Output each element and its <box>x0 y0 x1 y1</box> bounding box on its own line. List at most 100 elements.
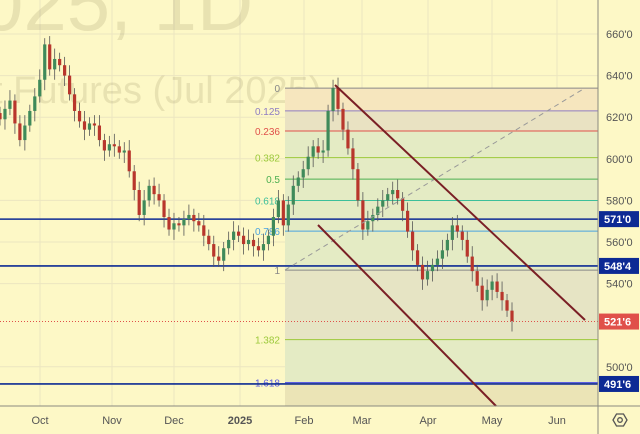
candle-body <box>321 150 325 153</box>
x-tick-label: Jun <box>548 415 566 427</box>
candle-body <box>3 108 7 120</box>
candle-body <box>87 123 92 130</box>
candle-body <box>232 231 236 240</box>
candle-body <box>281 200 285 226</box>
candle-body <box>396 190 400 199</box>
candle-body <box>480 285 484 301</box>
x-tick-label: 2025 <box>228 415 252 427</box>
candle-body <box>241 235 246 245</box>
x-tick-label: May <box>482 415 503 427</box>
candle-body <box>306 156 310 170</box>
candle-body <box>58 58 62 66</box>
candle-body <box>386 194 390 201</box>
fib-level-label: 0.236 <box>255 127 280 138</box>
y-tick-label: 500'0 <box>606 362 633 374</box>
gear-icon[interactable] <box>612 413 628 427</box>
candle-body <box>291 185 295 205</box>
candle-body <box>505 300 509 311</box>
y-tick-label: 580'0 <box>606 195 633 207</box>
fib-level-label: 0 <box>274 84 280 95</box>
candle-body <box>475 271 479 286</box>
fib-level-label: 1.382 <box>255 336 280 347</box>
price-badge-label: 491'6 <box>604 379 631 391</box>
candle-body <box>425 271 430 280</box>
price-badge <box>599 257 639 274</box>
y-tick-label: 560'0 <box>606 237 633 249</box>
x-tick-label: Apr <box>419 415 436 427</box>
fib-level-label: 0.125 <box>255 107 280 118</box>
candle-body <box>122 150 126 153</box>
y-tick-label: 620'0 <box>606 112 633 124</box>
channel-upper-line <box>334 84 586 321</box>
candle-body <box>117 146 121 153</box>
candle-body <box>296 177 300 186</box>
candle-body <box>227 239 231 249</box>
candle-body <box>43 44 47 80</box>
candle-body <box>23 125 27 141</box>
candle-body <box>311 146 315 157</box>
candle-body <box>406 210 410 232</box>
candle-body <box>33 96 37 111</box>
last-price-badge <box>599 313 639 330</box>
candle-body <box>271 217 275 236</box>
candle-body <box>102 140 106 151</box>
watermark-name: t Futures (Jul 2025) <box>0 70 321 112</box>
candle-body <box>63 65 67 76</box>
candle-body <box>13 100 17 124</box>
candle-body <box>495 281 499 292</box>
candle-body <box>167 217 171 230</box>
fib-band <box>285 200 598 232</box>
x-tick-label: Oct <box>31 415 48 427</box>
fib-band <box>285 339 598 383</box>
candle-body <box>237 231 241 236</box>
candle-body <box>455 225 459 232</box>
candle-body <box>346 129 350 149</box>
candle-body <box>470 256 474 272</box>
fib-level-label: 0.382 <box>255 154 280 165</box>
candle-body <box>28 110 32 126</box>
candle-body <box>435 258 440 265</box>
candle-body <box>172 223 176 230</box>
candle-body <box>445 239 449 251</box>
fib-level-label: 0.786 <box>255 227 280 238</box>
candle-body <box>376 206 380 215</box>
candle-body <box>246 239 251 245</box>
candle-body <box>97 125 102 141</box>
candle-body <box>326 110 330 151</box>
candle-body <box>147 185 151 201</box>
candle-body <box>510 310 514 322</box>
candle-body <box>430 264 435 272</box>
candle-body <box>286 204 290 226</box>
candle-body <box>485 289 489 301</box>
candle-body <box>38 79 42 97</box>
candle-body <box>256 246 261 251</box>
candle-body <box>53 58 57 70</box>
candle-body <box>331 88 335 111</box>
candle-body <box>177 223 181 226</box>
candle-body <box>415 250 420 265</box>
x-tick-label: Feb <box>295 415 314 427</box>
y-tick-label: 660'0 <box>606 29 633 41</box>
candle-body <box>391 190 395 195</box>
candle-body <box>266 235 271 245</box>
candle-body <box>192 214 196 222</box>
candle-body <box>460 231 464 240</box>
candle-body <box>197 221 201 226</box>
candle-body <box>301 169 305 178</box>
x-tick-label: Dec <box>164 415 184 427</box>
candle-body <box>157 194 161 201</box>
candle-body <box>142 200 146 215</box>
candle-body <box>207 235 211 245</box>
candle-body <box>18 123 22 141</box>
candle-body <box>490 281 494 290</box>
candle-body <box>371 214 375 222</box>
candle-body <box>316 146 320 153</box>
y-tick-label: 640'0 <box>606 71 633 83</box>
price-badge-label: 571'0 <box>604 214 631 226</box>
x-tick-label: Nov <box>102 415 122 427</box>
x-tick-label: Mar <box>353 415 372 427</box>
candle-body <box>341 108 345 130</box>
candle-body <box>72 94 77 111</box>
